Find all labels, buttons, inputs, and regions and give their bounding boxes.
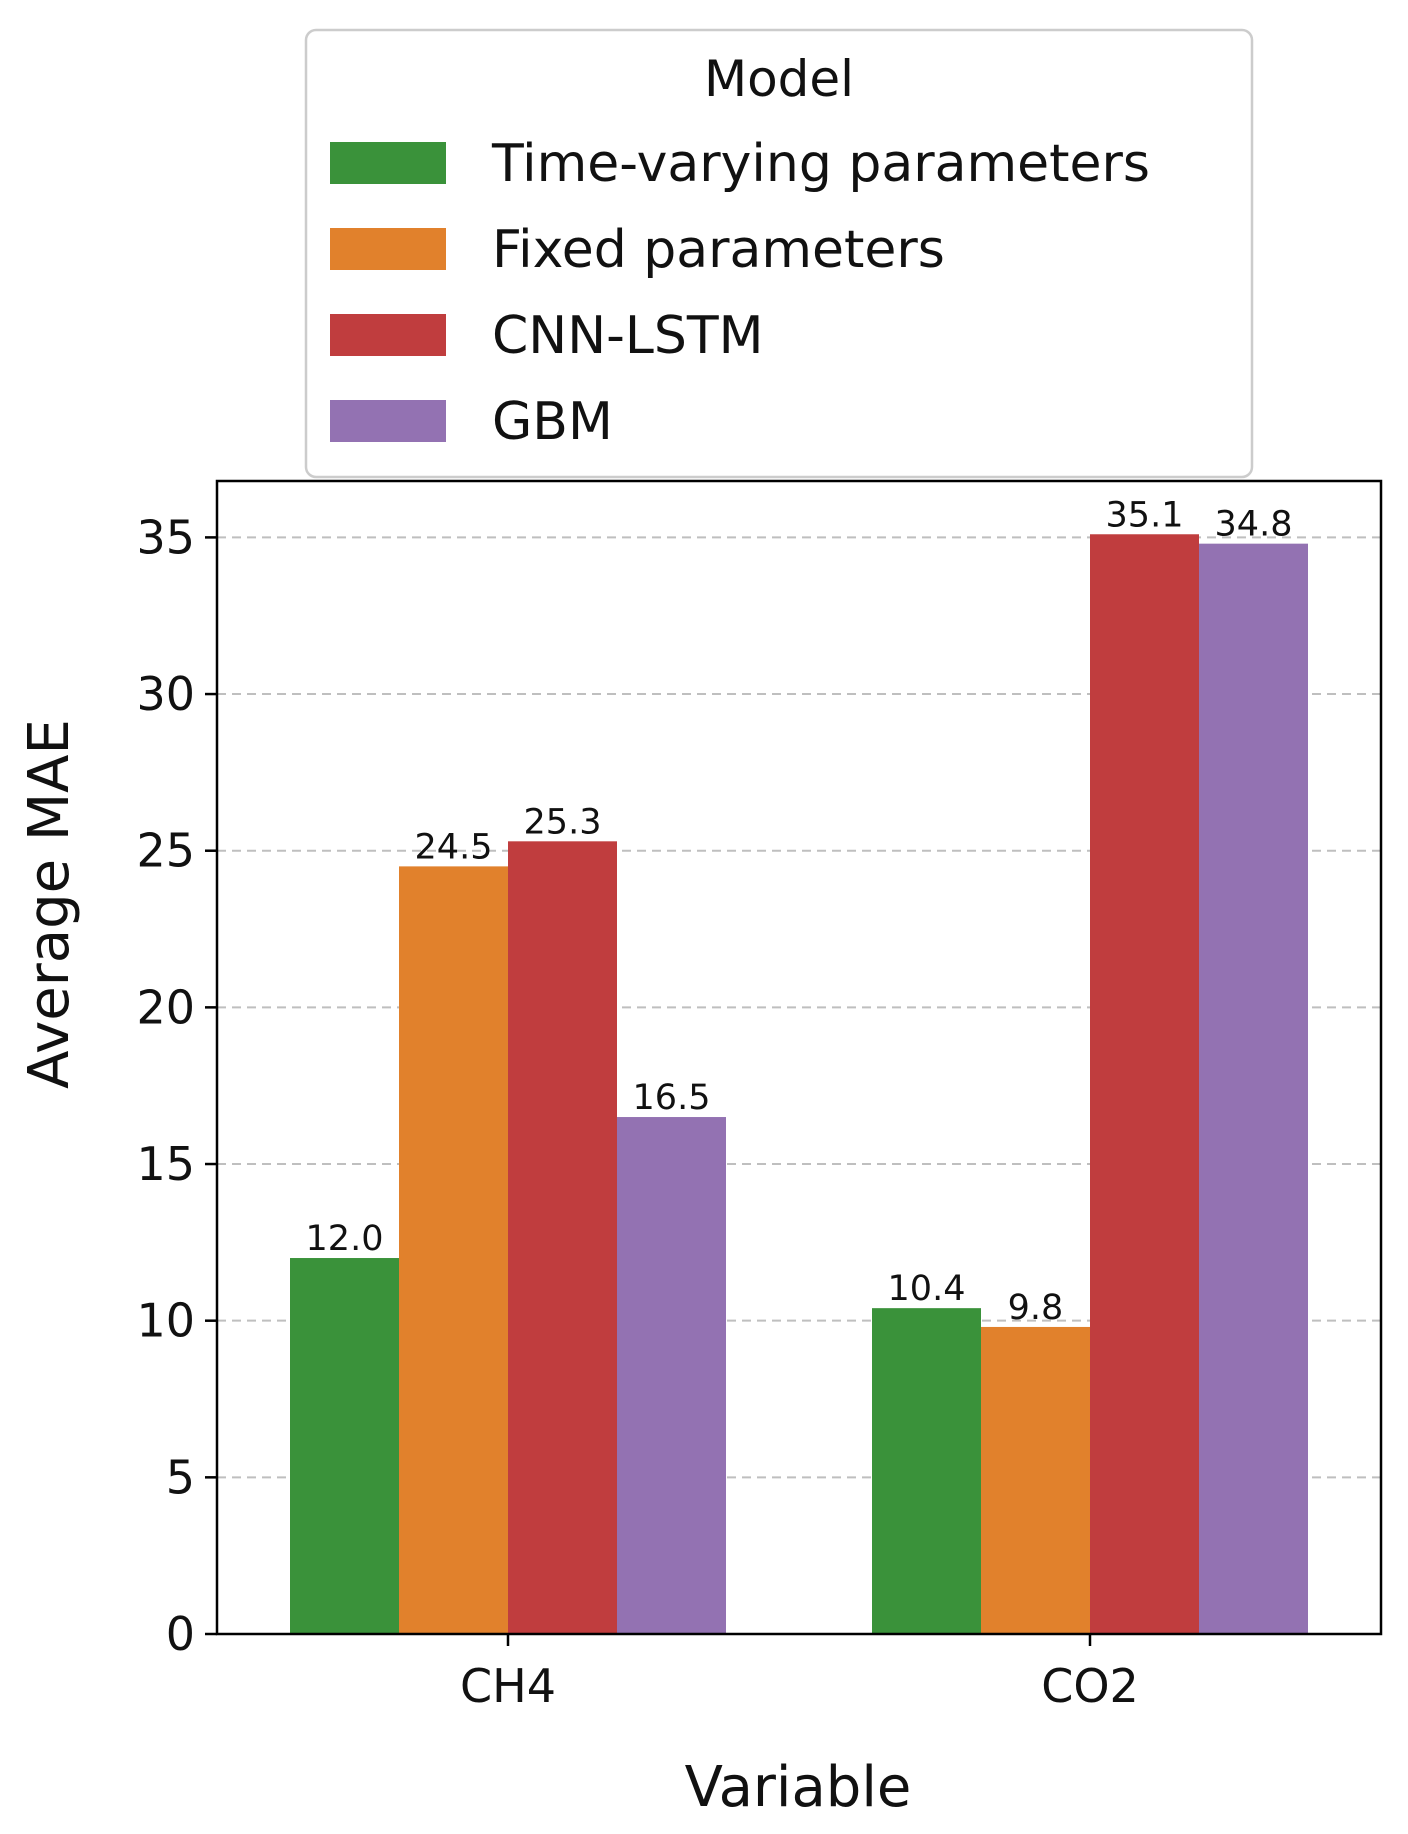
legend-label: Time-varying parameters	[491, 134, 1150, 194]
legend: Model Time-varying parameters Fixed param…	[304, 28, 1254, 479]
y-tick-label: 15	[136, 1137, 195, 1191]
bar-value-label: 34.8	[1215, 505, 1293, 545]
y-axis-title: Average MAE	[17, 719, 82, 1089]
legend-swatch	[330, 314, 446, 356]
legend-label: Fixed parameters	[492, 220, 945, 280]
bar-ch4-0	[290, 1258, 399, 1634]
bar-value-label: 10.4	[888, 1269, 966, 1309]
x-tick-label-ch4: CH4	[460, 1659, 556, 1713]
bar-value-label: 35.1	[1106, 495, 1184, 535]
x-tick-label-co2: CO2	[1041, 1659, 1139, 1713]
bar-value-label: 25.3	[524, 802, 602, 842]
bars	[290, 534, 1308, 1634]
legend-title: Model	[704, 50, 854, 108]
bar-value-label: 9.8	[1008, 1288, 1064, 1328]
bar-co2-1	[981, 1326, 1090, 1634]
legend-swatch	[330, 400, 446, 442]
legend-swatch	[330, 228, 446, 270]
legend-items: Time-varying parameters Fixed parameters C…	[330, 134, 1150, 452]
legend-swatch	[330, 142, 446, 184]
legend-label: CNN-LSTM	[492, 306, 763, 366]
x-axis: CH4 CO2	[460, 1634, 1139, 1713]
y-tick-label: 25	[136, 824, 195, 878]
legend-box	[304, 28, 1254, 479]
y-axis: 0 5 10 15 20 25 30 35	[136, 510, 217, 1661]
bar-value-label: 16.5	[633, 1078, 711, 1118]
y-tick-label: 30	[136, 667, 195, 721]
bar-co2-2	[1090, 534, 1199, 1634]
x-axis-title: Variable	[685, 1755, 912, 1820]
y-tick-label: 5	[166, 1450, 195, 1504]
bar-co2-3	[1199, 543, 1308, 1634]
plot-frame	[215, 479, 1383, 1636]
y-tick-label: 20	[136, 980, 195, 1034]
y-tick-label: 35	[136, 510, 195, 564]
bar-ch4-2	[508, 841, 617, 1634]
bar-value-label: 24.5	[415, 827, 493, 867]
y-tick-label: 10	[136, 1294, 195, 1348]
y-tick-label: 0	[166, 1607, 195, 1661]
data-labels: 12.0 24.5 25.3 16.5 10.4 9.8 35.1 34.8	[306, 495, 1293, 1328]
bar-ch4-1	[399, 866, 508, 1634]
bar-ch4-3	[617, 1117, 726, 1634]
bar-co2-0	[872, 1308, 981, 1634]
legend-label: GBM	[492, 392, 613, 452]
bar-value-label: 12.0	[306, 1219, 384, 1259]
